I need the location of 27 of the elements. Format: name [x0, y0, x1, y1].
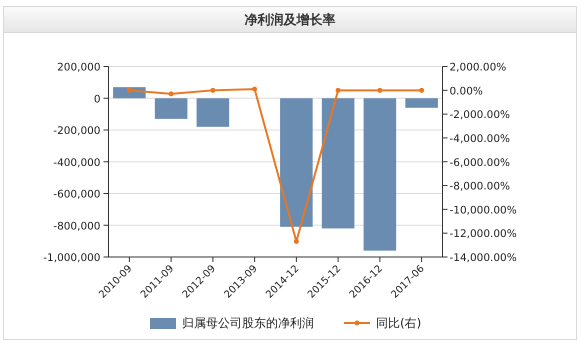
y2-tick-label: 2,000.00% — [450, 62, 506, 74]
point — [168, 91, 174, 96]
y-tick-label: -200,000 — [53, 125, 100, 137]
y-tick-label: 0 — [94, 93, 100, 106]
y2-tick-label: -6,000.00% — [450, 156, 510, 169]
y2-tick-label: -14,000.00% — [450, 252, 517, 264]
point — [294, 239, 299, 244]
y2-tick-label: -2,000.00% — [450, 109, 510, 122]
point — [210, 88, 216, 93]
y-tick-label: 200,000 — [57, 62, 100, 74]
point — [252, 86, 258, 92]
y2-tick-label: -8,000.00% — [450, 180, 510, 193]
chart-title: 净利润及增长率 — [244, 12, 336, 28]
y-tick-label: -1,000,000 — [43, 252, 100, 264]
point — [419, 88, 424, 93]
point — [126, 88, 132, 93]
legend-label: 归属母公司股东的净利润 — [182, 316, 314, 330]
y2-tick-label: -4,000.00% — [450, 132, 510, 145]
point — [336, 88, 341, 93]
legend-label: 同比(右) — [376, 316, 422, 330]
point — [377, 88, 382, 93]
y2-tick-label: -12,000.00% — [450, 228, 517, 240]
y-tick-label: -400,000 — [53, 156, 100, 169]
y2-tick-label: 0.00% — [450, 85, 483, 98]
y2-tick-label: -10,000.00% — [450, 204, 517, 216]
y-tick-label: -600,000 — [53, 188, 100, 200]
y-tick-label: -800,000 — [53, 220, 100, 232]
